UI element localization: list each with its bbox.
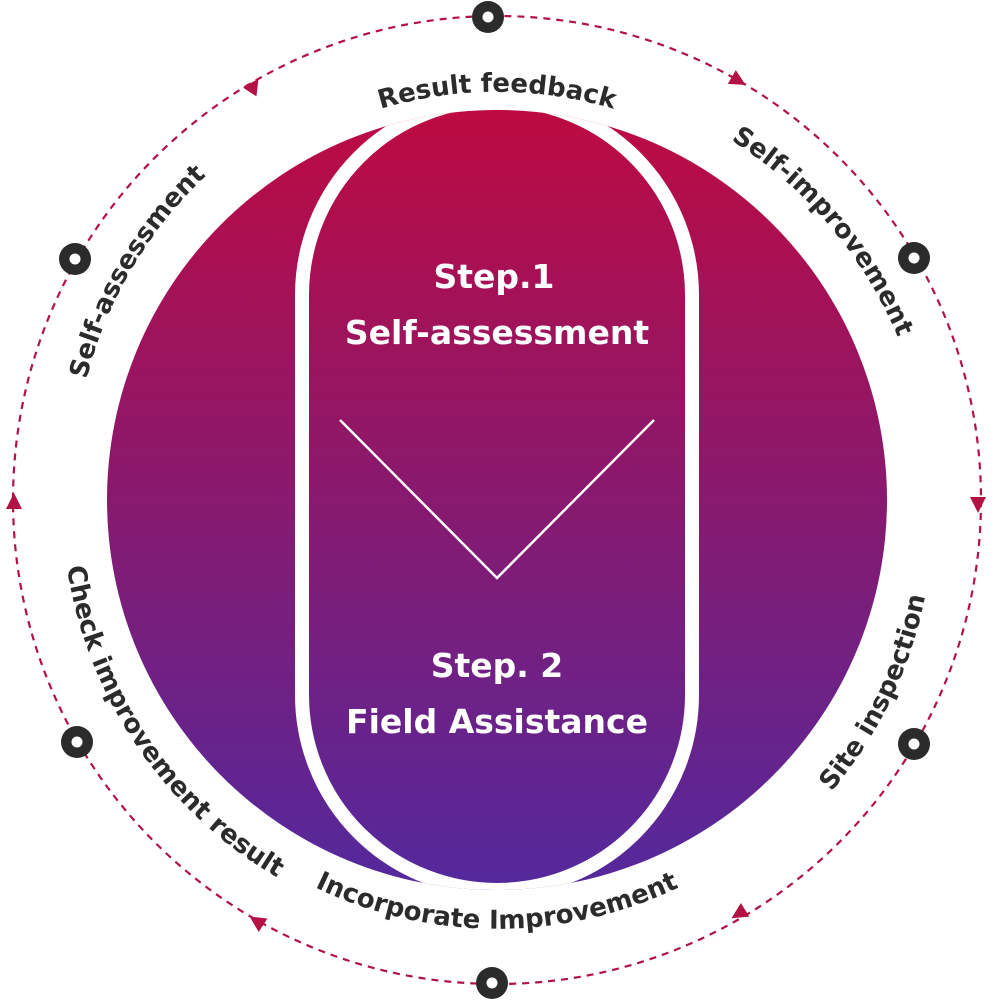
node-icon-top-right: [898, 242, 930, 274]
arrow-icon-6: [6, 493, 22, 509]
node-icon-bottom: [476, 967, 508, 999]
node-icon-top-left: [59, 243, 91, 275]
main-circle: [107, 110, 887, 890]
arrow-icon-4: [731, 903, 750, 919]
result-feedback-label: Result feedback: [374, 69, 620, 116]
stadium-ring: [295, 110, 699, 890]
step2-label: Step. 2: [431, 646, 564, 685]
stadium-ring-group: [295, 110, 699, 890]
step1-label: Step.1: [433, 257, 554, 296]
node-icon-top: [472, 1, 504, 33]
node-icon-bottom-right: [898, 728, 930, 760]
step1-title: Self-assessment: [345, 313, 649, 352]
arrow-icon-3: [970, 497, 986, 513]
arrow-icon-5: [249, 916, 268, 932]
arrow-icon-1: [243, 78, 259, 97]
arrow-icon-2: [727, 70, 746, 85]
node-icon-bottom-left: [61, 726, 93, 758]
step2-title: Field Assistance: [346, 702, 648, 741]
chevron-down-icon: [339, 419, 655, 580]
